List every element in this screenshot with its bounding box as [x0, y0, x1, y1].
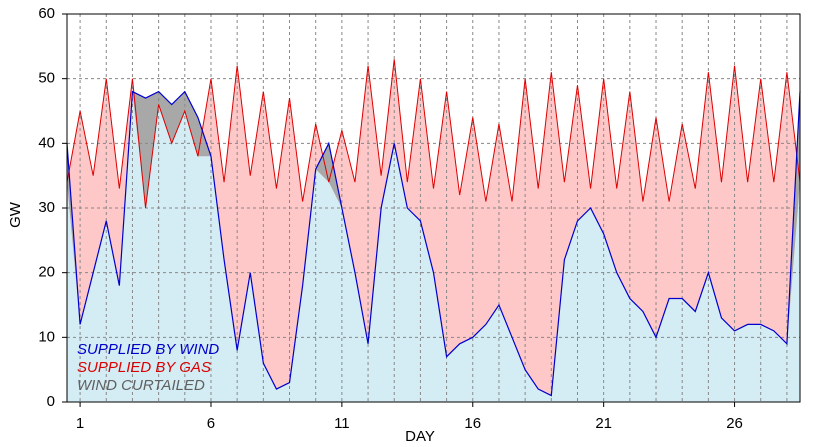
x-axis-label: DAY: [405, 428, 435, 445]
legend-entry: SUPPLIED BY GAS: [77, 359, 211, 376]
x-tick-label: 1: [76, 415, 84, 432]
area-curtailed: [67, 91, 800, 396]
y-tick-label: 40: [38, 134, 55, 151]
legend-entry: SUPPLIED BY WIND: [77, 341, 219, 358]
x-tick-label: 16: [464, 415, 481, 432]
y-axis-label: GW: [7, 201, 24, 228]
x-tick-label: 21: [595, 415, 612, 432]
y-tick-label: 20: [38, 264, 55, 281]
x-tick-label: 26: [726, 415, 743, 432]
y-tick-label: 10: [38, 328, 55, 345]
area-wind: [67, 91, 800, 402]
gas-line: [66, 59, 801, 209]
area-gas: [67, 59, 800, 396]
y-tick-label: 60: [38, 5, 55, 22]
y-tick-label: 50: [38, 70, 55, 87]
wind-line: [66, 90, 801, 397]
x-tick-label: 6: [207, 415, 215, 432]
y-tick-label: 30: [38, 199, 55, 216]
legend-entry: WIND CURTAILED: [77, 377, 205, 394]
y-tick-label: 0: [47, 393, 55, 410]
x-tick-label: 11: [334, 415, 350, 432]
